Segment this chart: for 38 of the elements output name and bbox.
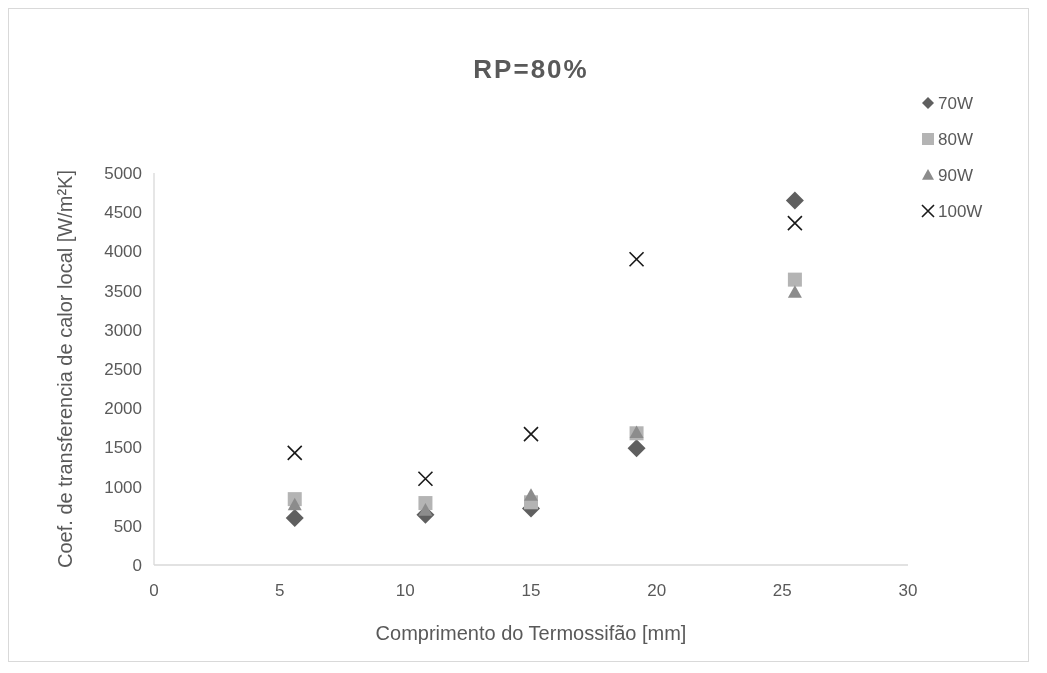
- point: [418, 503, 433, 516]
- y-tick-label: 1500: [104, 438, 142, 458]
- y-tick-label: 4000: [104, 242, 142, 262]
- legend-label: 70W: [938, 94, 973, 113]
- x-tick-label: 30: [898, 581, 918, 600]
- x-axis-title: Comprimento do Termossifão [mm]: [375, 622, 687, 644]
- y-tick-label: 2500: [104, 360, 142, 379]
- x-tick-label: 0: [149, 581, 159, 600]
- chart-title: RP=80%: [473, 54, 589, 84]
- point: [787, 272, 802, 287]
- legend-label: 90W: [938, 166, 973, 185]
- y-axis-title: Coef. de transferencia de calor local [W/m²K]: [54, 170, 76, 568]
- x-tick-label: 10: [395, 581, 415, 600]
- x-tick-label: 5: [274, 581, 285, 600]
- y-tick-label: 5000: [104, 164, 142, 183]
- point: [285, 508, 304, 527]
- y-tick-label: 500: [113, 516, 142, 536]
- y-tick-label: 0: [132, 556, 142, 575]
- point: [785, 191, 804, 210]
- point: [787, 285, 802, 298]
- y-tick-label: 3500: [104, 281, 142, 301]
- legend-label: 100W: [938, 202, 983, 221]
- x-tick-label: 25: [772, 581, 792, 600]
- point: [627, 439, 646, 458]
- point: [417, 470, 434, 487]
- point: [524, 488, 538, 501]
- legend-label: 80W: [938, 130, 973, 149]
- point: [523, 426, 539, 442]
- point: [628, 251, 645, 268]
- y-tick-label: 1000: [104, 477, 142, 497]
- point: [287, 497, 302, 511]
- x-tick-label: 20: [647, 581, 667, 600]
- y-tick-label: 2000: [104, 399, 142, 419]
- y-tick-label: 4500: [104, 203, 142, 223]
- x-tick-label: 15: [521, 581, 541, 600]
- point: [787, 215, 803, 231]
- y-tick-label: 3000: [104, 320, 142, 340]
- point: [286, 445, 303, 461]
